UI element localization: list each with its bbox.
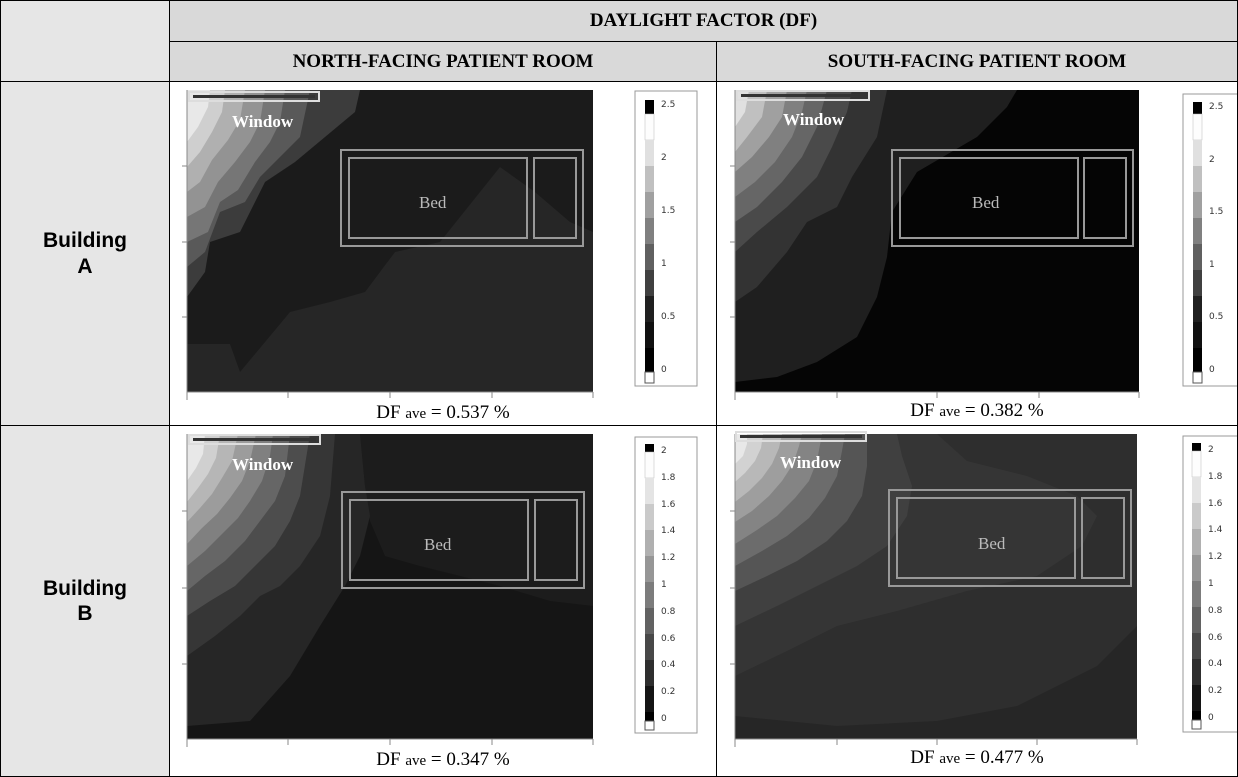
scale-tick-label: 0.2 [1208, 686, 1223, 697]
daylight-contour-plot-b-south [730, 431, 1237, 747]
scale-tick-label: 0.8 [661, 606, 676, 617]
scale-bar-b-north [644, 444, 655, 731]
df-average-b-south: DF ave = 0.477 % [910, 747, 1044, 768]
window-label-a-north: Window [232, 112, 294, 131]
corner-cell [0, 0, 170, 82]
bed-label-a-south: Bed [972, 193, 1000, 212]
bed-label-a-north: Bed [419, 193, 447, 212]
scale-tick-label: 0 [661, 365, 667, 375]
scale-bar-a-south [1192, 102, 1203, 384]
plot-cell-b-south: Window Bed 2 1.8 1.6 1.4 1.2 1 0.8 0.6 0… [716, 425, 1238, 777]
row-label-b-line2: B [77, 602, 93, 625]
south-column-title: SOUTH-FACING PATIENT ROOM [827, 50, 1127, 72]
scale-tick-label: 1.8 [1208, 471, 1223, 482]
scale-tick-label: 1.5 [661, 206, 676, 216]
bed-label-b-south: Bed [978, 534, 1006, 553]
row-label-b-line1: Building [43, 576, 127, 600]
scale-tick-label: 1 [1208, 578, 1214, 589]
scale-tick-label: 1.2 [1208, 552, 1223, 563]
scale-tick-label: 0.6 [661, 633, 676, 644]
scale-tick-label: 0 [661, 713, 667, 724]
scale-tick-label: 1.4 [661, 526, 676, 537]
scale-tick-label: 0.2 [661, 687, 676, 698]
scale-tick-label: 2 [1208, 445, 1214, 455]
row-label-a-line1: Building [43, 229, 127, 253]
scale-tick-label: 2 [661, 153, 667, 163]
row-label-a-line2: A [77, 254, 93, 278]
north-column-header: NORTH-FACING PATIENT ROOM [169, 41, 717, 82]
scale-tick-label: 1.8 [661, 472, 676, 483]
scale-bar-a-north [644, 100, 655, 384]
scale-tick-label: 2 [661, 446, 667, 456]
daylight-factor-header: DAYLIGHT FACTOR (DF) [169, 0, 1238, 42]
scale-tick-label: 1 [661, 579, 667, 590]
scale-tick-label: 0.4 [661, 660, 676, 671]
north-column-title: NORTH-FACING PATIENT ROOM [292, 50, 594, 72]
daylight-factor-title: DAYLIGHT FACTOR (DF) [589, 10, 818, 31]
scale-tick-label: 1.2 [661, 553, 676, 564]
scale-tick-label: 2 [1209, 154, 1215, 165]
window-label-b-south: Window [780, 453, 842, 472]
scale-tick-label: 1.6 [1208, 498, 1223, 509]
bed-label-b-north: Bed [424, 535, 452, 554]
scale-tick-label: 0.8 [1208, 605, 1223, 616]
scale-tick-label: 1 [1209, 259, 1215, 270]
df-average-b-north: DF ave = 0.347 % [376, 749, 510, 770]
scale-tick-label: 0 [1209, 364, 1215, 375]
plot-cell-a-north: Window Bed 2.5 2 1.5 1 0.5 0 DF ave = 0.… [169, 81, 717, 426]
row-label-building-a: Building A [0, 81, 170, 426]
scale-tick-label: 0.6 [1208, 632, 1223, 643]
scale-labels-b-south: 2 1.8 1.6 1.4 1.2 1 0.8 0.6 0.4 0.2 0 [1208, 445, 1236, 723]
row-label-building-b: Building B [0, 425, 170, 777]
scale-bar-b-south [1191, 443, 1202, 730]
df-average-a-north: DF ave = 0.537 % [376, 402, 510, 423]
scale-labels-b-north: 2 1.8 1.6 1.4 1.2 1 0.8 0.6 0.4 0.2 0 [661, 446, 691, 724]
window-label-a-south: Window [783, 110, 845, 129]
scale-tick-label: 2.5 [661, 100, 676, 110]
scale-tick-label: 0.5 [661, 312, 676, 322]
scale-tick-label: 1.6 [661, 499, 676, 510]
scale-tick-label: 2.5 [1209, 102, 1224, 112]
daylight-contour-plot-a-north [182, 90, 698, 400]
df-average-a-south: DF ave = 0.382 % [910, 400, 1044, 421]
plot-cell-a-south: Window Bed 2.5 2 1.5 1 0.5 0 DF ave = 0.… [716, 81, 1238, 426]
scale-tick-label: 1.5 [1209, 207, 1224, 218]
scale-tick-label: 0.5 [1209, 312, 1224, 323]
scale-tick-label: 1 [661, 259, 667, 269]
south-column-header: SOUTH-FACING PATIENT ROOM [716, 41, 1238, 82]
plot-cell-b-north: Window Bed 2 1.8 1.6 1.4 1.2 1 0.8 0.6 0… [169, 425, 717, 777]
scale-labels-a-north: 2.5 2 1.5 1 0.5 0 [661, 100, 691, 375]
scale-tick-label: 0 [1208, 712, 1214, 723]
window-label-b-north: Window [232, 455, 294, 474]
scale-labels-a-south: 2.5 2 1.5 1 0.5 0 [1209, 102, 1237, 375]
daylight-contour-plot-b-north [182, 434, 698, 747]
daylight-contour-plot-a-south [730, 90, 1237, 400]
scale-tick-label: 1.4 [1208, 525, 1223, 536]
scale-tick-label: 0.4 [1208, 659, 1223, 670]
